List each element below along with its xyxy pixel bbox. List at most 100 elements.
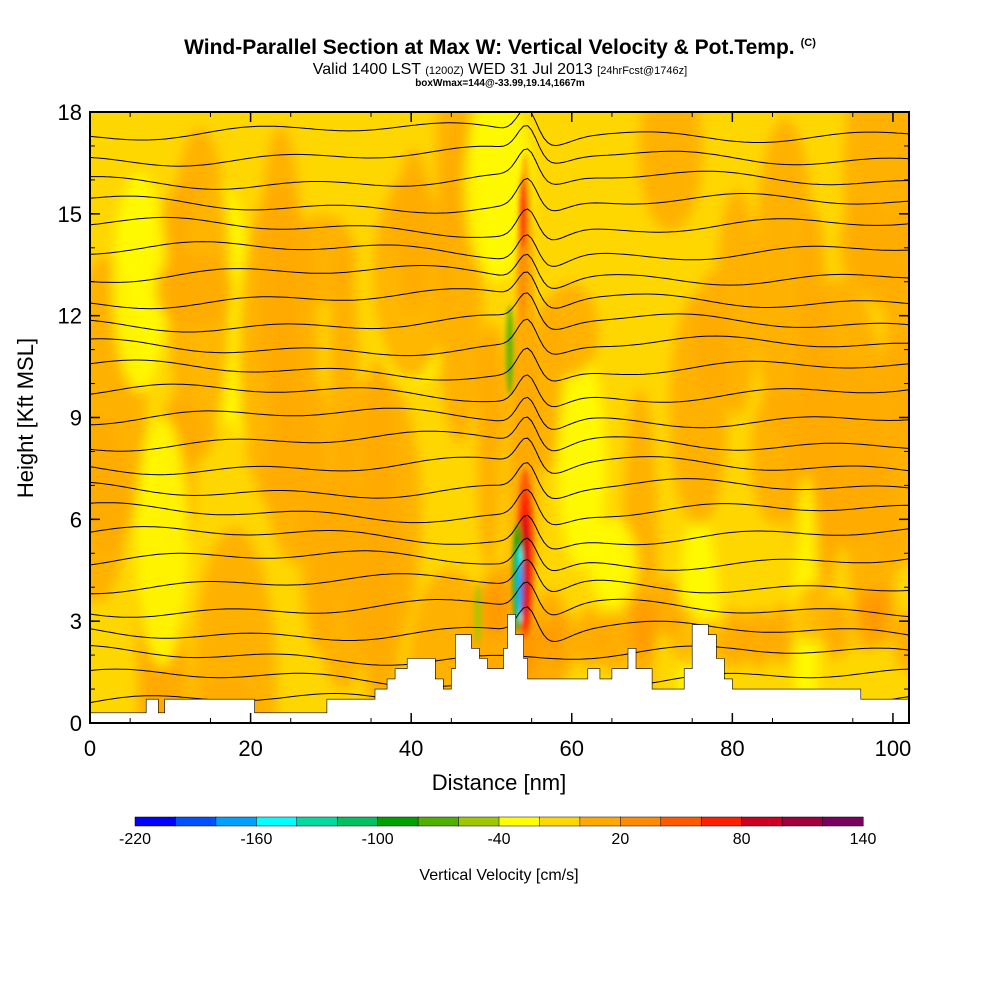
x-tick-label: 60 bbox=[560, 736, 584, 761]
field-patch bbox=[314, 467, 372, 691]
y-tick-label: 15 bbox=[58, 202, 82, 227]
valid-time-utc: (1200Z) bbox=[425, 65, 464, 77]
downdraft-upper bbox=[505, 304, 514, 395]
copyright-mark: (C) bbox=[800, 37, 816, 49]
x-tick-label: 20 bbox=[238, 736, 262, 761]
isentrope-line bbox=[90, 148, 909, 190]
x-tick-label: 0 bbox=[84, 736, 96, 761]
colorbar: -220 -160 -100 -40 20 80 140 bbox=[119, 816, 877, 848]
field-patch bbox=[868, 587, 897, 648]
field-patch bbox=[894, 612, 909, 673]
field-patch bbox=[482, 576, 511, 637]
field-patch bbox=[192, 527, 277, 723]
axes: 0 20 40 60 80 100 0 3 6 9 12 15 18 bbox=[58, 100, 912, 761]
isentrope-line bbox=[90, 253, 909, 289]
y-tick-label: 9 bbox=[70, 406, 82, 431]
isentrope-line bbox=[90, 645, 909, 666]
colorbar-swatch bbox=[377, 816, 419, 827]
field-patch bbox=[884, 205, 909, 458]
isentrope-line bbox=[90, 292, 909, 333]
field-patch bbox=[136, 416, 189, 667]
isentrope-line bbox=[90, 374, 909, 408]
colorbar-tick-label: -100 bbox=[362, 831, 394, 848]
isentrope-line bbox=[90, 234, 909, 267]
field-patch bbox=[720, 608, 749, 669]
colorbar-swatch bbox=[498, 816, 540, 827]
field-patch bbox=[549, 612, 578, 673]
isentrope-line bbox=[90, 437, 909, 476]
field-patch bbox=[795, 583, 824, 644]
forecast-info: [24hrFcst@1746z] bbox=[597, 65, 688, 77]
isentrope-line bbox=[90, 112, 909, 147]
isentrope-contours bbox=[90, 112, 909, 714]
y-tick-label: 3 bbox=[70, 609, 82, 634]
isentrope-line bbox=[90, 347, 909, 382]
colorbar-tick-label: -40 bbox=[487, 831, 510, 848]
chart-title: Wind-Parallel Section at Max W: Vertical… bbox=[0, 36, 1000, 60]
colorbar-swatch bbox=[741, 816, 783, 827]
isentrope-line bbox=[90, 581, 909, 618]
field-patch bbox=[476, 332, 502, 569]
isentrope-line bbox=[90, 271, 909, 310]
colorbar-swatch bbox=[620, 816, 662, 827]
colorbar-swatch bbox=[175, 816, 217, 827]
colorbar-swatch bbox=[579, 816, 621, 827]
field-patch bbox=[639, 112, 703, 231]
isentrope-line bbox=[90, 177, 909, 214]
isentrope-line bbox=[90, 606, 909, 643]
y-tick-label: 0 bbox=[70, 711, 82, 736]
field-patch bbox=[329, 237, 358, 477]
isentrope-line bbox=[90, 514, 909, 550]
colorbar-label: Vertical Velocity [cm/s] bbox=[419, 867, 578, 884]
colorbar-swatch bbox=[336, 816, 379, 827]
field-patch bbox=[168, 128, 231, 458]
colorbar-swatch bbox=[458, 816, 500, 827]
colorbar-tick-label: 140 bbox=[850, 831, 877, 848]
y-tick-label: 12 bbox=[58, 304, 82, 329]
isentrope-line bbox=[90, 416, 909, 452]
colorbar-tick-label: 80 bbox=[733, 831, 751, 848]
field-patch bbox=[598, 612, 627, 673]
colorbar-swatch bbox=[296, 816, 338, 827]
terrain-mask bbox=[90, 614, 909, 723]
field-patch bbox=[768, 604, 797, 665]
colorbar-swatch bbox=[215, 816, 257, 827]
isentrope-line bbox=[90, 208, 909, 241]
updraft-upper-core bbox=[520, 178, 527, 249]
field-patch bbox=[237, 187, 319, 513]
colorbar-swatch bbox=[660, 816, 702, 827]
colorbar-swatch bbox=[417, 816, 460, 827]
colorbar-swatch bbox=[256, 816, 298, 827]
field-patch bbox=[629, 597, 658, 658]
colorbar-swatch bbox=[539, 816, 581, 827]
field-patch bbox=[669, 292, 728, 527]
colorbar-swatch bbox=[700, 816, 743, 827]
x-axis-label: Distance [nm] bbox=[432, 770, 567, 795]
field-patch bbox=[557, 354, 606, 570]
field-patch bbox=[744, 608, 773, 669]
plot-area bbox=[90, 112, 909, 723]
x-tick-label: 100 bbox=[875, 736, 912, 761]
y-tick-label: 18 bbox=[58, 100, 82, 125]
field-patch bbox=[464, 112, 533, 281]
x-tick-label: 40 bbox=[399, 736, 423, 761]
field-patch bbox=[575, 608, 604, 669]
y-axis-label: Height [Kft MSL] bbox=[13, 338, 38, 498]
velocity-field-plume bbox=[473, 153, 536, 645]
field-patch bbox=[839, 200, 891, 292]
isentrope-line bbox=[90, 396, 909, 430]
colorbar-tick-label: 20 bbox=[611, 831, 629, 848]
minor-downdraft bbox=[473, 584, 482, 645]
field-patch bbox=[716, 189, 759, 416]
isentrope-line bbox=[90, 462, 909, 500]
valid-date: WED 31 Jul 2013 bbox=[468, 61, 593, 78]
colorbar-swatch bbox=[134, 816, 176, 827]
field-patch bbox=[542, 283, 599, 377]
field-patch bbox=[589, 519, 638, 609]
colorbar-swatch bbox=[822, 816, 864, 827]
x-tick-label: 80 bbox=[720, 736, 744, 761]
isentrope-line bbox=[90, 318, 909, 357]
field-patch bbox=[754, 118, 816, 435]
isentrope-line bbox=[90, 558, 909, 595]
